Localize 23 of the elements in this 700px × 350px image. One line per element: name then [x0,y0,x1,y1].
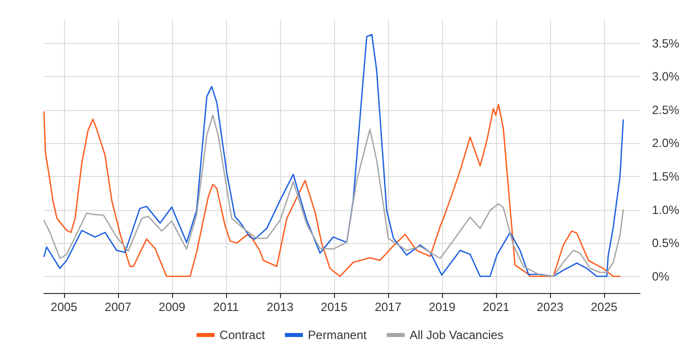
y-tick-label: 3.0% [652,70,680,84]
y-tick-label: 1.0% [652,202,680,217]
y-tick-label: 1.5% [652,169,680,184]
x-tick-label: 2019 [428,300,456,314]
y-tick-label: 0% [652,269,670,284]
legend-label: Contract [220,328,266,342]
x-tick-label: 2015 [320,300,348,314]
x-tick-label: 2007 [104,300,132,314]
x-tick-label: 2023 [536,300,564,314]
legend-label: All Job Vacancies [410,328,504,342]
x-tick-label: 2013 [266,300,294,314]
y-tick-label: 0.5% [652,236,680,250]
y-tick-label: 2.5% [652,102,680,117]
legend-label: Permanent [308,328,368,342]
x-tick-label: 2017 [374,300,402,314]
x-tick-label: 2005 [50,300,78,314]
x-tick-label: 2025 [590,300,618,314]
line-series [43,34,624,278]
x-tick-label: 2009 [158,300,186,314]
x-tick-label: 2011 [213,300,240,314]
y-tick-label: 3.5% [652,36,680,50]
y-tick-label: 2.0% [652,136,680,150]
x-tick-label: 2021 [482,300,510,314]
